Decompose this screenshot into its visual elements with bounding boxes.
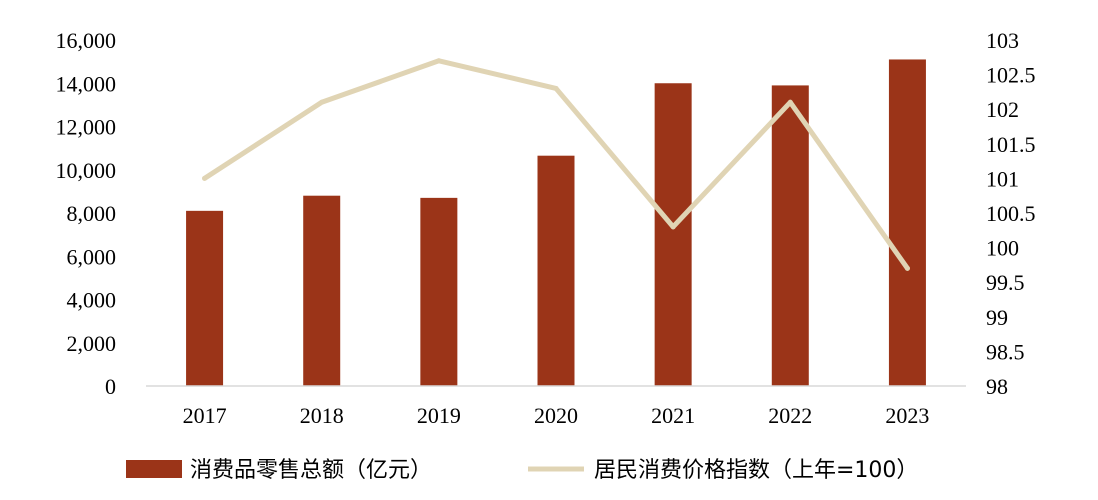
left-axis-tick-label: 2,000 [67,331,117,356]
x-axis-tick-label: 2019 [417,403,461,428]
right-axis-tick-label: 98 [986,374,1008,399]
right-axis-tick-label: 101 [986,166,1019,191]
legend-line-label: 居民消费价格指数（上年=100） [594,458,918,483]
left-axis-tick-label: 8,000 [67,201,117,226]
legend-bar-label: 消费品零售总额（亿元） [190,458,432,483]
line-point [670,224,676,230]
right-axis-tick-label: 102 [986,97,1019,122]
left-axis-tick-label: 12,000 [56,115,117,140]
right-axis-tick-label: 101.5 [986,132,1036,157]
legend-bar-swatch [126,460,182,478]
x-axis-tick-label: 2017 [183,403,227,428]
x-axis: 2017 2018 2019 2020 2021 2022 2023 [183,403,930,428]
right-axis-tick-label: 98.5 [986,339,1025,364]
left-axis-tick-label: 14,000 [56,71,117,96]
right-axis: 98 98.5 99 99.5 100 100.5 101 101.5 102 102.5 103 [986,28,1036,399]
bar [771,85,809,386]
line-point [319,99,325,105]
left-axis-tick-label: 6,000 [67,244,117,269]
bar [537,155,575,386]
right-axis-tick-label: 103 [986,28,1019,53]
bar-series [186,59,926,387]
x-axis-tick-label: 2023 [885,403,929,428]
bar [186,210,224,386]
left-axis-tick-label: 0 [105,374,116,399]
bar [420,197,458,386]
line-point [787,99,793,105]
x-axis-tick-label: 2020 [534,403,578,428]
x-axis-tick-label: 2018 [300,403,344,428]
x-axis-tick-label: 2022 [768,403,812,428]
left-axis: 0 2,000 4,000 6,000 8,000 10,000 12,000 14,000 1… [56,28,117,399]
right-axis-tick-label: 99.5 [986,270,1025,295]
right-axis-tick-label: 100 [986,236,1019,261]
bar [888,59,926,387]
right-axis-tick-label: 102.5 [986,63,1036,88]
line-point [553,85,559,91]
right-axis-tick-label: 99 [986,305,1008,330]
left-axis-tick-label: 16,000 [56,28,117,53]
bar [654,83,692,386]
line-point [202,175,208,181]
line-point [904,265,910,271]
line-point [436,58,442,64]
left-axis-tick-label: 4,000 [67,288,117,313]
bar [303,195,341,386]
left-axis-tick-label: 10,000 [56,158,117,183]
line-series [202,58,910,271]
x-axis-tick-label: 2021 [651,403,695,428]
legend: 消费品零售总额（亿元） 居民消费价格指数（上年=100） [126,458,918,483]
right-axis-tick-label: 100.5 [986,201,1036,226]
